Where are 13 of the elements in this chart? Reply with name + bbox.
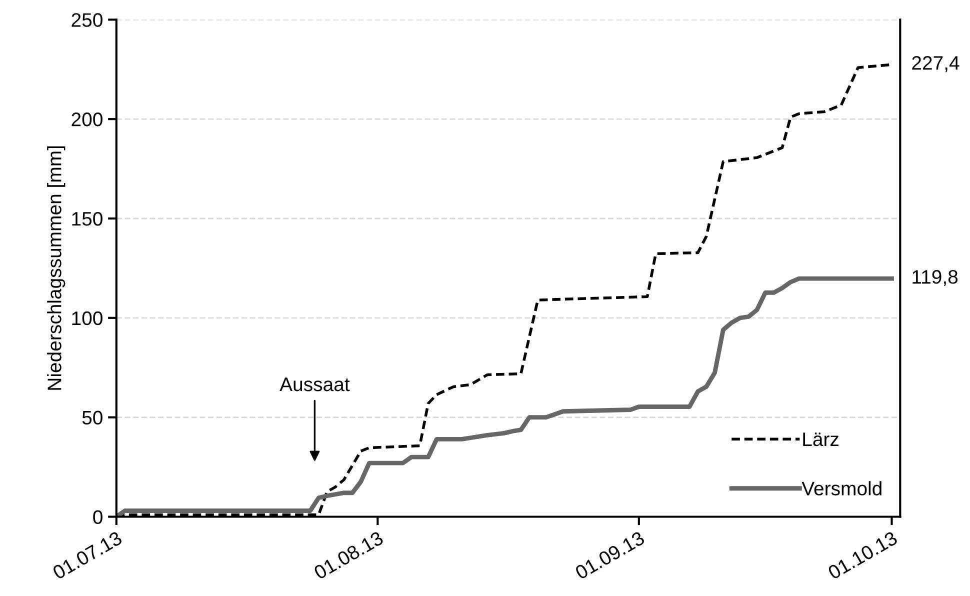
legend-label: Lärz: [803, 432, 838, 446]
y-tick-label: 250: [72, 13, 102, 27]
y-tick-label: 150: [72, 212, 102, 226]
y-tick-label: 200: [72, 112, 102, 126]
annotation: Aussaat: [280, 378, 350, 392]
y-tick-label: 100: [72, 311, 102, 326]
line-series: [116, 276, 894, 517]
y-tick-label: 50: [82, 410, 102, 425]
y-axis-title: Niederschlagssummen [mm]: [47, 146, 66, 390]
legend-label: Versmold: [802, 481, 882, 496]
data-label: 227,4: [912, 56, 960, 72]
data-label: 119,8: [912, 270, 958, 286]
y-tick-label: 0: [93, 510, 102, 524]
